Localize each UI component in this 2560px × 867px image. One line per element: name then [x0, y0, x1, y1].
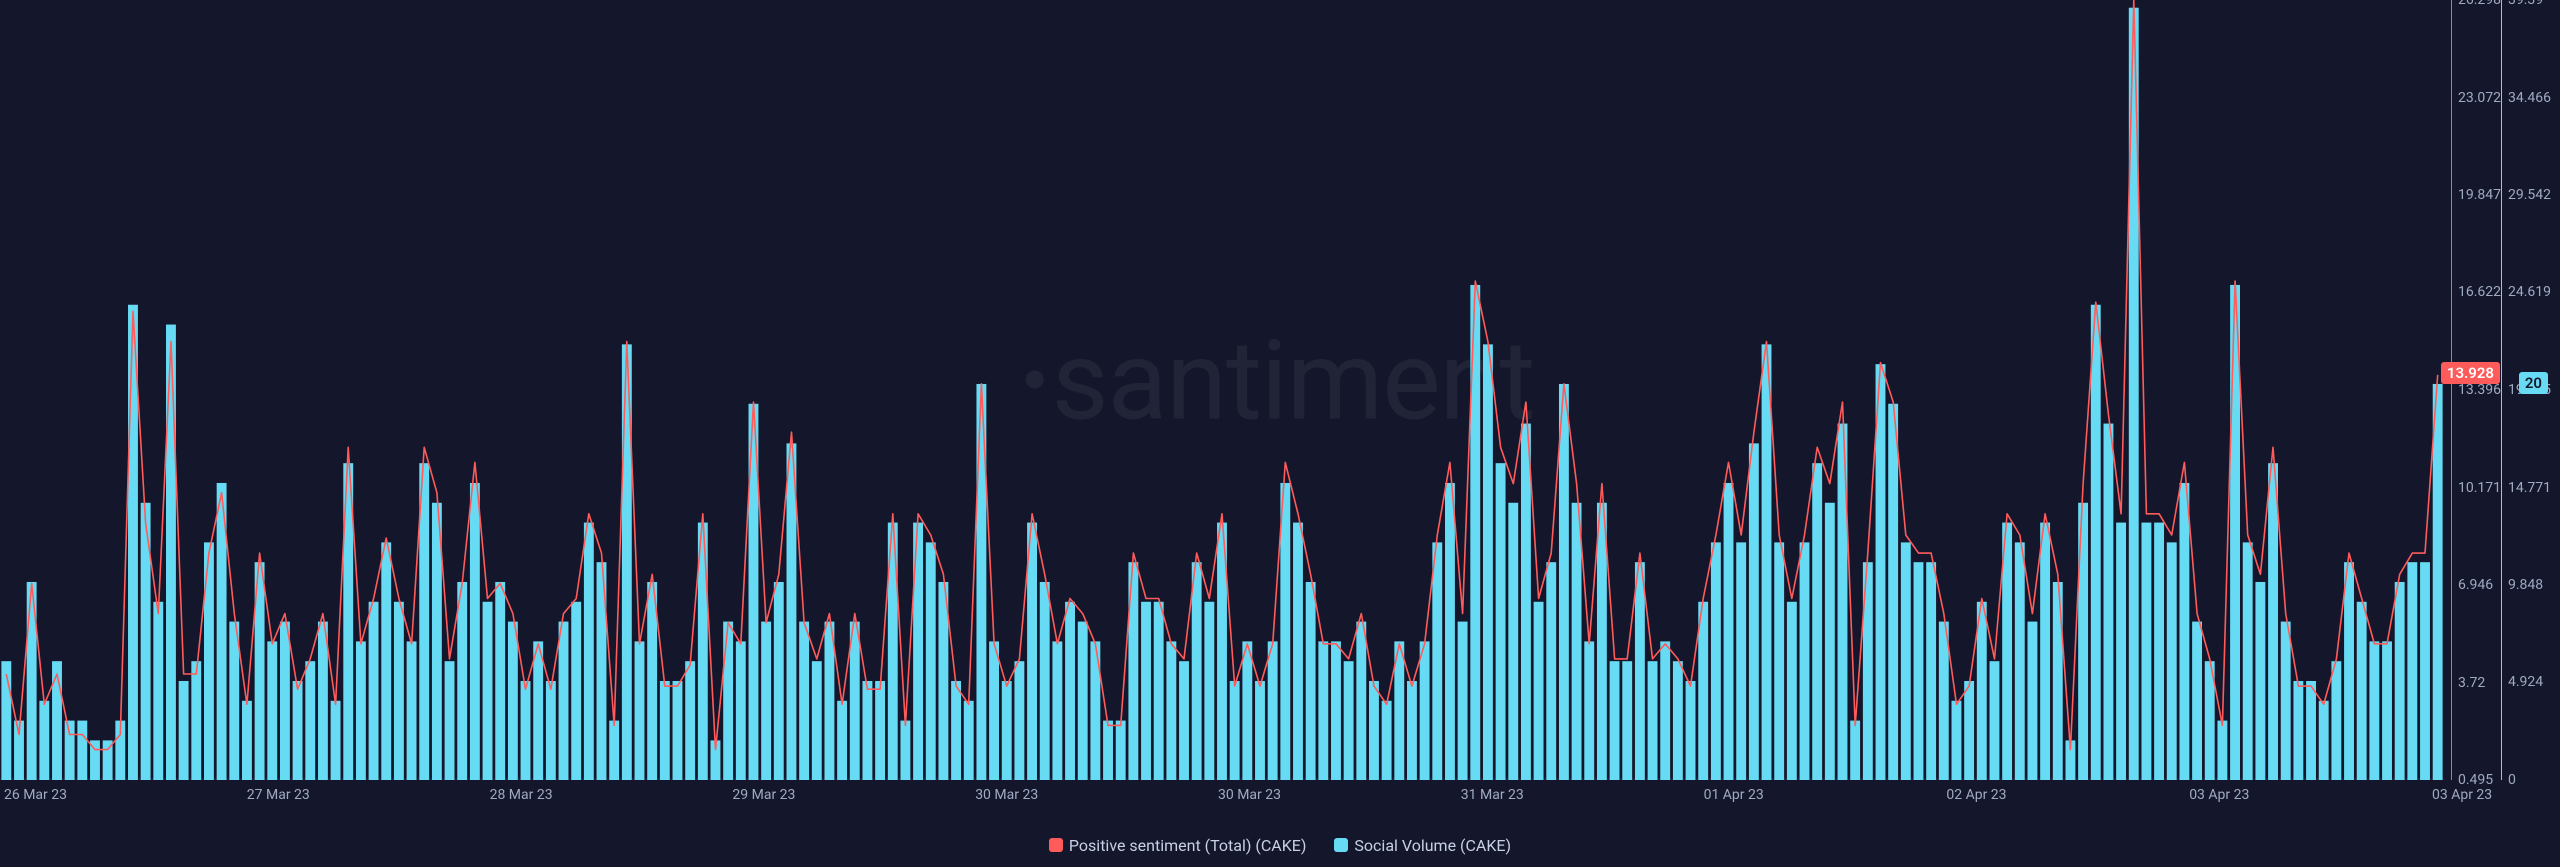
legend-label-sentiment: Positive sentiment (Total) (CAKE)	[1069, 836, 1307, 855]
ytick: 9.848	[2508, 577, 2543, 593]
legend-swatch-volume	[1334, 838, 1348, 852]
ytick: 10.171	[2458, 480, 2501, 496]
xtick: 02 Apr 23	[1946, 787, 2006, 803]
legend-item-sentiment[interactable]: Positive sentiment (Total) (CAKE)	[1049, 836, 1307, 855]
ytick: 29.542	[2508, 187, 2551, 203]
ytick: 16.622	[2458, 284, 2501, 300]
ytick: 26.298	[2458, 0, 2501, 8]
xtick: 27 Mar 23	[247, 787, 310, 803]
sentiment-chart: santiment 0.4953.726.94610.17113.39616.6…	[0, 0, 2560, 867]
xtick: 03 Apr 23	[2189, 787, 2249, 803]
current-sentiment-badge: 13.928	[2441, 362, 2500, 384]
ytick: 34.466	[2508, 90, 2551, 106]
legend-label-volume: Social Volume (CAKE)	[1354, 836, 1511, 855]
ytick: 0	[2508, 772, 2516, 788]
xtick: 28 Mar 23	[490, 787, 553, 803]
ytick: 6.946	[2458, 577, 2493, 593]
xtick: 01 Apr 23	[1704, 787, 1764, 803]
ytick: 14.771	[2508, 480, 2551, 496]
ytick: 39.39	[2508, 0, 2543, 8]
xtick: 31 Mar 23	[1461, 787, 1524, 803]
legend: Positive sentiment (Total) (CAKE) Social…	[0, 836, 2560, 855]
chart-plot[interactable]	[0, 0, 2444, 780]
xtick: 29 Mar 23	[732, 787, 795, 803]
y-axis-sentiment: 0.4953.726.94610.17113.39616.62219.84723…	[2451, 0, 2502, 780]
xtick: 03 Apr 23	[2432, 787, 2492, 803]
ytick: 23.072	[2458, 90, 2501, 106]
xtick: 30 Mar 23	[1218, 787, 1281, 803]
ytick: 24.619	[2508, 284, 2551, 300]
ytick: 13.396	[2458, 382, 2501, 398]
ytick: 3.72	[2458, 675, 2485, 691]
ytick: 0.495	[2458, 772, 2493, 788]
x-axis: 26 Mar 23 27 Mar 23 28 Mar 23 29 Mar 23 30 M…	[0, 787, 2444, 807]
ytick: 19.847	[2458, 187, 2501, 203]
xtick: 26 Mar 23	[4, 787, 67, 803]
legend-item-volume[interactable]: Social Volume (CAKE)	[1334, 836, 1511, 855]
ytick: 4.924	[2508, 674, 2543, 690]
current-volume-badge: 20	[2519, 372, 2548, 394]
xtick: 30 Mar 23	[975, 787, 1038, 803]
legend-swatch-sentiment	[1049, 838, 1063, 852]
